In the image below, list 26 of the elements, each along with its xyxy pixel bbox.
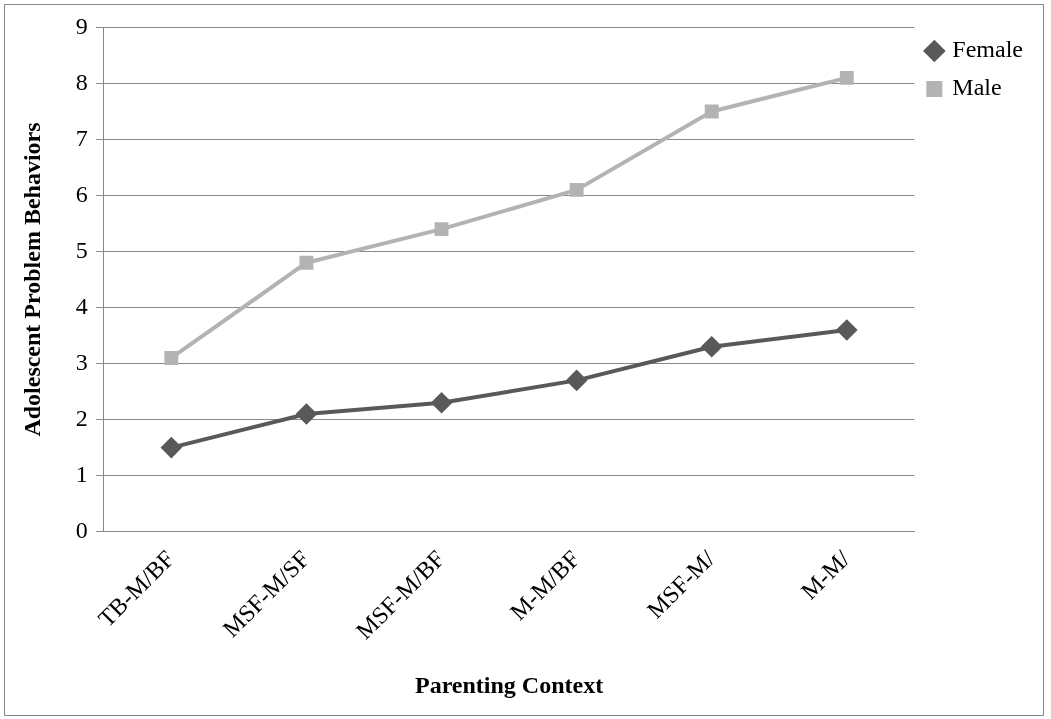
legend-label: Male [952,74,1002,101]
y-tick-label: 4 [75,292,88,319]
point [161,437,182,458]
x-axis-title: Parenting Context [414,671,604,698]
point [434,222,449,237]
point [839,70,854,85]
point [701,336,722,357]
y-tick-label: 6 [75,180,88,207]
point [431,392,452,413]
y-tick-label: 1 [75,460,88,487]
legend-label: Female [952,36,1023,63]
y-tick-label: 7 [75,124,88,151]
y-tick-label: 5 [75,236,88,263]
point [704,104,719,119]
y-tick-label: 8 [75,68,88,95]
y-axis-title: Adolescent Problem Behaviors [18,122,45,437]
y-tick-label: 2 [75,404,88,431]
point [296,404,317,424]
point [836,319,857,340]
point [566,370,587,391]
point [569,182,584,197]
y-tick-label: 0 [75,516,88,543]
point [164,351,179,365]
y-tick-label: 3 [75,348,88,375]
y-tick-label: 9 [75,12,88,39]
point [299,255,314,270]
